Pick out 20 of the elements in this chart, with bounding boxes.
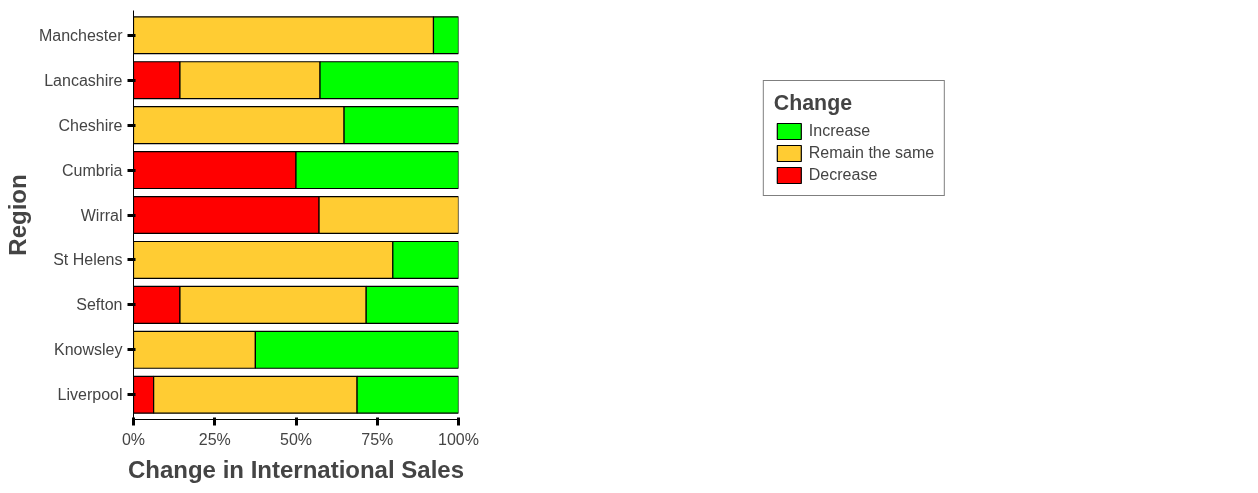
y-tick-label: Cumbria	[62, 161, 123, 179]
y-tick-label: Cheshire	[58, 116, 123, 134]
x-axis-title: Change in International Sales	[127, 455, 465, 483]
y-axis-title: Region	[3, 174, 31, 256]
legend-label: Increase	[808, 122, 871, 140]
y-tick-label: Liverpool	[57, 386, 123, 404]
legend-title: Change	[773, 91, 853, 116]
x-tick-label: 50%	[279, 430, 313, 448]
x-tick-label: 0%	[121, 430, 146, 448]
x-tick-label: 25%	[198, 430, 231, 448]
y-tick-label: Knowsley	[54, 341, 123, 359]
y-tick-label: Wirral	[80, 206, 123, 224]
y-tick-label: St Helens	[53, 251, 123, 269]
y-tick-label: Manchester	[38, 26, 124, 44]
x-tick-label: 75%	[361, 430, 394, 448]
y-tick-label: Lancashire	[44, 71, 123, 89]
legend-label: Decrease	[808, 166, 878, 184]
x-tick-label: 100%	[438, 430, 479, 448]
legend-label: Remain the same	[808, 144, 935, 162]
y-tick-label: Sefton	[76, 296, 123, 314]
